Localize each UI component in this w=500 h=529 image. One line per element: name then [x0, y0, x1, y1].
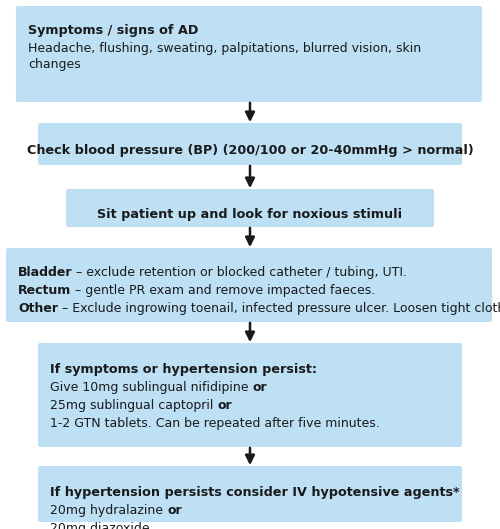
Text: Sit patient up and look for noxious stimuli: Sit patient up and look for noxious stim…: [98, 208, 403, 221]
Text: or: or: [218, 399, 232, 412]
FancyBboxPatch shape: [38, 123, 462, 165]
FancyBboxPatch shape: [6, 248, 492, 322]
FancyBboxPatch shape: [38, 343, 462, 447]
FancyBboxPatch shape: [16, 6, 482, 102]
Text: Symptoms / signs of AD: Symptoms / signs of AD: [28, 24, 198, 37]
Text: 20mg diazoxide.: 20mg diazoxide.: [50, 522, 154, 529]
Text: 1-2 GTN tablets. Can be repeated after five minutes.: 1-2 GTN tablets. Can be repeated after f…: [50, 417, 380, 430]
Text: 25mg sublingual captopril: 25mg sublingual captopril: [50, 399, 217, 412]
Text: or: or: [252, 381, 267, 394]
Text: 20mg hydralazine: 20mg hydralazine: [50, 504, 167, 517]
Text: If symptoms or hypertension persist:: If symptoms or hypertension persist:: [50, 363, 317, 376]
FancyBboxPatch shape: [66, 189, 434, 227]
Text: or: or: [167, 504, 182, 517]
Text: changes: changes: [28, 58, 81, 71]
Text: If hypertension persists consider IV hypotensive agents*: If hypertension persists consider IV hyp…: [50, 486, 460, 499]
Text: Give 10mg sublingual nifidipine: Give 10mg sublingual nifidipine: [50, 381, 252, 394]
Text: Headache, flushing, sweating, palpitations, blurred vision, skin: Headache, flushing, sweating, palpitatio…: [28, 42, 421, 55]
Text: – Exclude ingrowing toenail, infected pressure ulcer. Loosen tight clothing.: – Exclude ingrowing toenail, infected pr…: [58, 302, 500, 315]
Text: – exclude retention or blocked catheter / tubing, UTI.: – exclude retention or blocked catheter …: [72, 266, 407, 279]
Text: Rectum: Rectum: [18, 284, 72, 297]
Text: Bladder: Bladder: [18, 266, 72, 279]
Text: Check blood pressure (BP) (200/100 or 20-40mmHg > normal): Check blood pressure (BP) (200/100 or 20…: [26, 144, 473, 157]
FancyBboxPatch shape: [38, 466, 462, 522]
Text: – gentle PR exam and remove impacted faeces.: – gentle PR exam and remove impacted fae…: [72, 284, 376, 297]
Text: Other: Other: [18, 302, 58, 315]
